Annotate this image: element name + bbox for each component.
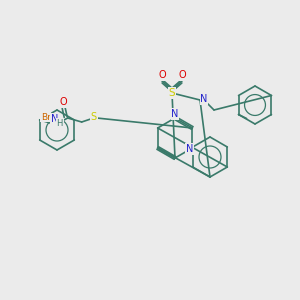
Text: O: O <box>158 70 166 80</box>
Text: N: N <box>186 144 193 154</box>
Text: O: O <box>60 97 68 107</box>
Text: N: N <box>51 114 59 124</box>
Text: N: N <box>200 94 208 104</box>
Text: S: S <box>91 112 97 122</box>
Text: S: S <box>169 88 175 98</box>
Text: Br: Br <box>41 112 51 122</box>
Text: O: O <box>178 70 186 80</box>
Text: H: H <box>56 118 63 127</box>
Text: N: N <box>171 109 179 119</box>
